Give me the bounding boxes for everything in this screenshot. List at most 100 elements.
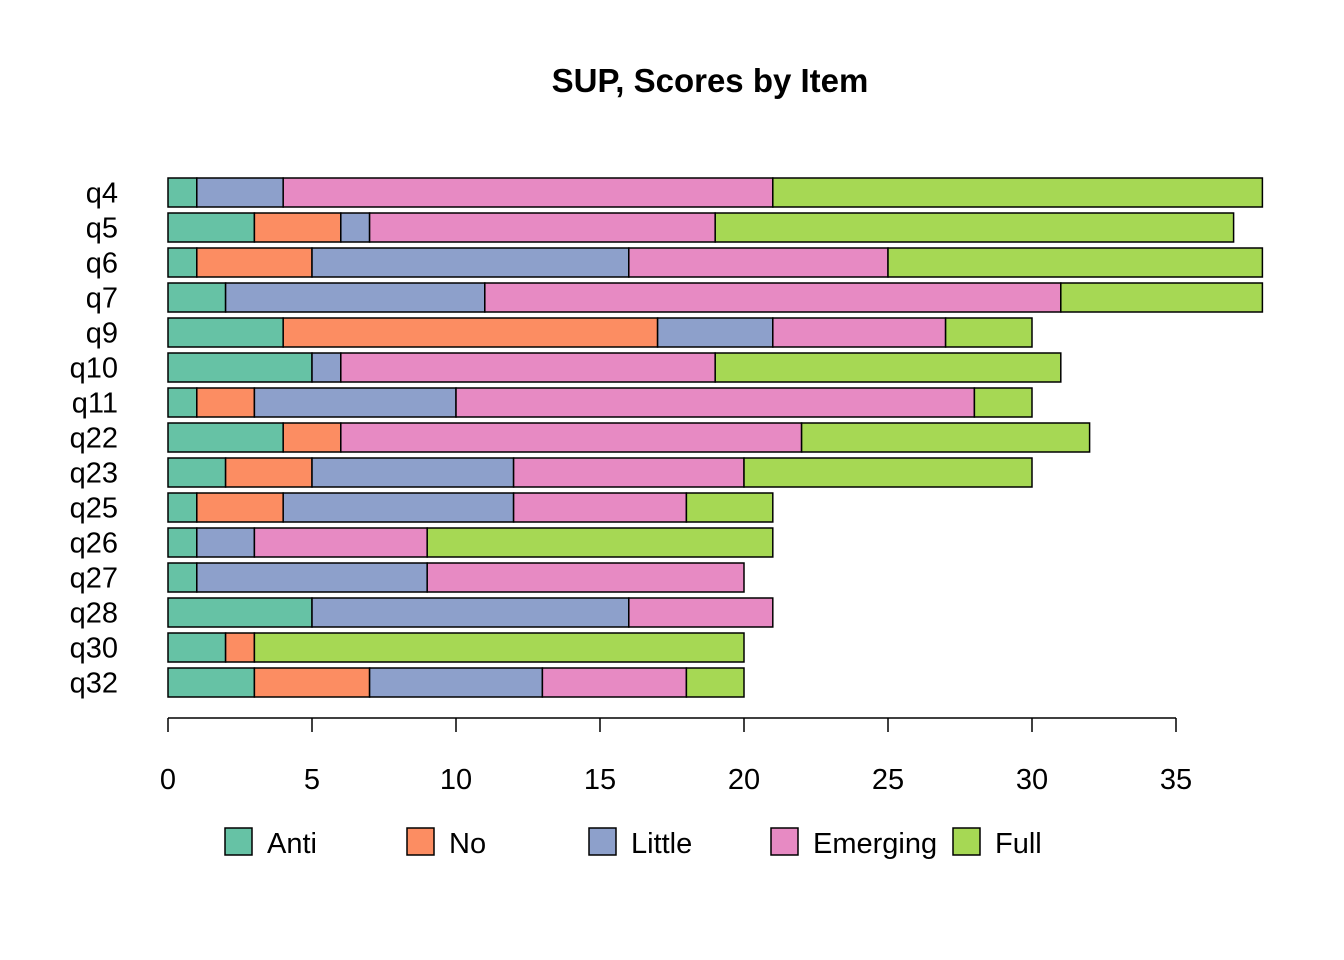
y-tick-label: q5	[86, 213, 118, 245]
bar-segment-q32-anti	[167, 667, 256, 698]
bar-segment-q10-emerging	[340, 352, 716, 383]
legend-swatch-anti	[224, 827, 253, 856]
bar-segment-q7-emerging	[484, 282, 1062, 313]
bar-segment-q9-anti	[167, 317, 284, 348]
bar-segment-q26-anti	[167, 527, 198, 558]
legend-swatch-emerging	[770, 827, 799, 856]
bar-segment-q30-full	[253, 632, 745, 663]
bar-segment-q27-emerging	[426, 562, 745, 593]
x-tick-label: 5	[304, 764, 320, 796]
legend-swatch-no	[406, 827, 435, 856]
bar-segment-q5-full	[714, 212, 1235, 243]
bar-segment-q11-no	[196, 387, 256, 418]
x-axis: 0 5 10 15 20 25 30 35	[160, 717, 1192, 796]
bar-segment-q5-little	[340, 212, 371, 243]
x-tick-label: 10	[440, 764, 472, 796]
bar-segment-q25-little	[282, 492, 515, 523]
bar-segment-q23-little	[311, 457, 515, 488]
y-tick-label: q7	[86, 283, 118, 315]
bar-segment-q23-no	[224, 457, 313, 488]
x-tick-label: 25	[872, 764, 904, 796]
bar-segment-q26-emerging	[253, 527, 428, 558]
bar-segment-q23-full	[743, 457, 1033, 488]
bar-segment-q25-anti	[167, 492, 198, 523]
bar-segment-q11-full	[973, 387, 1033, 418]
bar-segment-q6-anti	[167, 247, 198, 278]
x-tick-label: 0	[160, 764, 176, 796]
bar-segment-q4-little	[196, 177, 284, 208]
bar-segment-q5-anti	[167, 212, 256, 243]
legend-swatch-little	[588, 827, 617, 856]
bar-segment-q9-little	[656, 317, 774, 348]
legend-swatch-full	[952, 827, 981, 856]
bar-segment-q25-emerging	[512, 492, 688, 523]
bar-segment-q27-little	[196, 562, 428, 593]
bar-segment-q7-little	[224, 282, 486, 313]
bar-segment-q30-anti	[167, 632, 227, 663]
bar-segment-q32-no	[253, 667, 371, 698]
bar-segment-q25-full	[685, 492, 774, 523]
bar-segment-q5-emerging	[368, 212, 716, 243]
bar-segment-q7-full	[1060, 282, 1264, 313]
bar-segment-q22-emerging	[340, 422, 803, 453]
y-tick-label: q9	[86, 318, 118, 350]
x-tick-label: 30	[1016, 764, 1048, 796]
y-tick-label: q25	[70, 493, 118, 525]
bars-layer	[167, 177, 1264, 698]
bar-segment-q10-anti	[167, 352, 313, 383]
bar-segment-q32-little	[368, 667, 544, 698]
y-tick-label: q32	[70, 668, 118, 700]
y-tick-label: q23	[70, 458, 118, 490]
x-tick-label: 15	[584, 764, 616, 796]
chart-title: SUP, Scores by Item	[552, 62, 869, 99]
y-tick-label: q22	[70, 423, 118, 455]
bar-segment-q10-full	[714, 352, 1062, 383]
y-tick-label: q10	[70, 353, 118, 385]
bar-segment-q6-emerging	[628, 247, 889, 278]
bar-segment-q11-emerging	[455, 387, 976, 418]
bar-segment-q7-anti	[167, 282, 227, 313]
legend-label-full: Full	[995, 828, 1042, 860]
x-tick-label: 20	[728, 764, 760, 796]
legend: Anti No Little Emerging Full	[224, 827, 1042, 860]
bar-segment-q32-full	[685, 667, 745, 698]
y-tick-label: q6	[86, 248, 118, 280]
bar-segment-q22-anti	[167, 422, 284, 453]
legend-label-no: No	[449, 828, 486, 860]
bar-segment-q22-no	[282, 422, 342, 453]
y-tick-label: q11	[72, 388, 118, 420]
y-tick-label: q27	[70, 563, 118, 595]
y-tick-label: q30	[70, 633, 118, 665]
bar-segment-q22-full	[800, 422, 1091, 453]
bar-segment-q26-full	[426, 527, 774, 558]
bar-segment-q9-emerging	[772, 317, 947, 348]
bar-segment-q6-little	[311, 247, 630, 278]
bar-segment-q26-little	[196, 527, 256, 558]
bar-segment-q28-anti	[167, 597, 313, 628]
bar-segment-q5-no	[253, 212, 342, 243]
bar-segment-q28-little	[311, 597, 630, 628]
y-tick-label: q4	[86, 178, 118, 210]
bar-segment-q11-anti	[167, 387, 198, 418]
bar-segment-q4-full	[772, 177, 1264, 208]
bar-segment-q32-emerging	[541, 667, 688, 698]
bar-segment-q28-emerging	[628, 597, 774, 628]
y-tick-label: q28	[70, 598, 118, 630]
bar-segment-q23-anti	[167, 457, 227, 488]
x-tick-label: 35	[1160, 764, 1192, 796]
bar-segment-q30-no	[224, 632, 256, 663]
bar-segment-q25-no	[196, 492, 284, 523]
bar-segment-q9-no	[282, 317, 659, 348]
legend-label-little: Little	[631, 828, 692, 860]
bar-segment-q27-anti	[167, 562, 198, 593]
legend-label-emerging: Emerging	[813, 828, 937, 860]
bar-segment-q6-full	[887, 247, 1264, 278]
bar-segment-q23-emerging	[512, 457, 745, 488]
y-tick-label: q26	[70, 528, 118, 560]
bar-segment-q11-little	[253, 387, 457, 418]
bar-segment-q9-full	[944, 317, 1033, 348]
bar-segment-q4-anti	[167, 177, 198, 208]
bar-segment-q6-no	[196, 247, 313, 278]
